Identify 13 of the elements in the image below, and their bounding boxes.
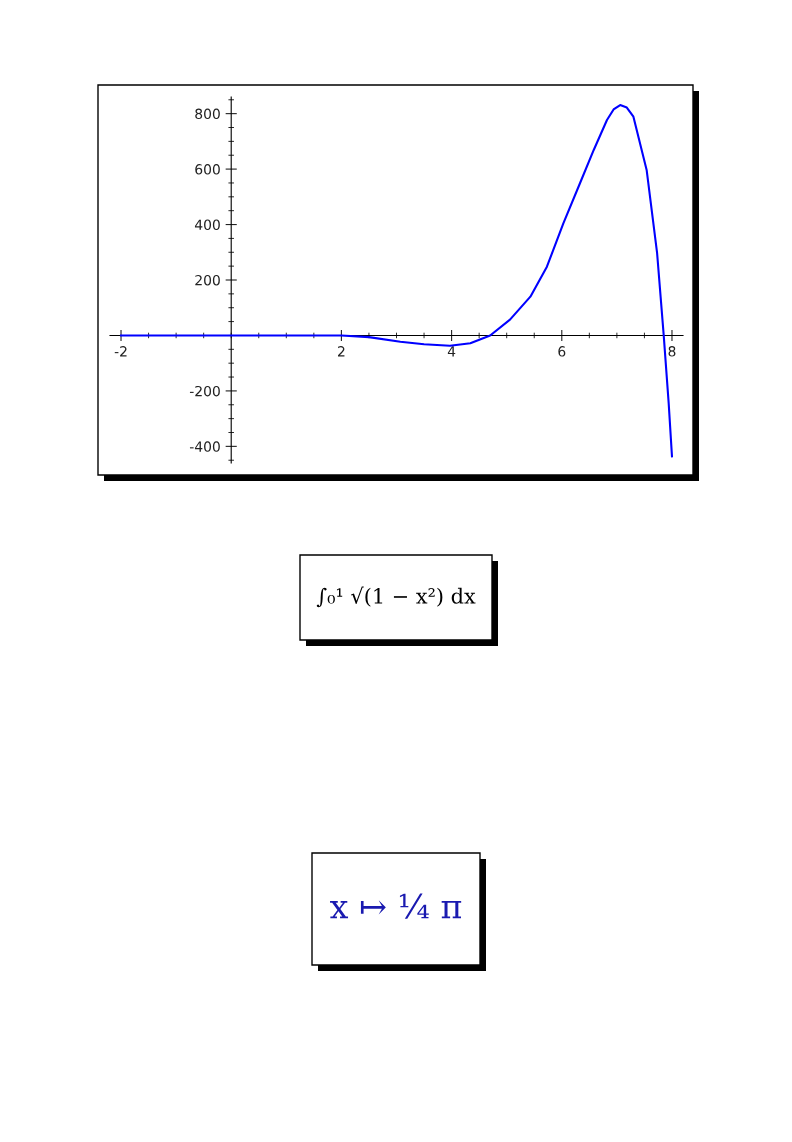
- x-tick-label: -2: [114, 346, 127, 357]
- x-tick-label: 6: [558, 346, 566, 357]
- x-tick-label: 4: [447, 346, 456, 357]
- y-tick-label: 400: [194, 219, 220, 231]
- y-tick-label: -200: [189, 385, 220, 397]
- y-tick-label: -400: [189, 441, 220, 452]
- x-tick-label: 8: [668, 346, 676, 357]
- text: x ↦ ¼ π: [330, 893, 462, 919]
- x-tick-label: 2: [338, 346, 345, 357]
- y-tick-label: 800: [195, 108, 220, 120]
- y-tick-label: 600: [195, 164, 220, 175]
- text: ∫₀¹ √(1 − x²) dx: [316, 586, 476, 608]
- y-tick-label: 200: [195, 274, 220, 286]
